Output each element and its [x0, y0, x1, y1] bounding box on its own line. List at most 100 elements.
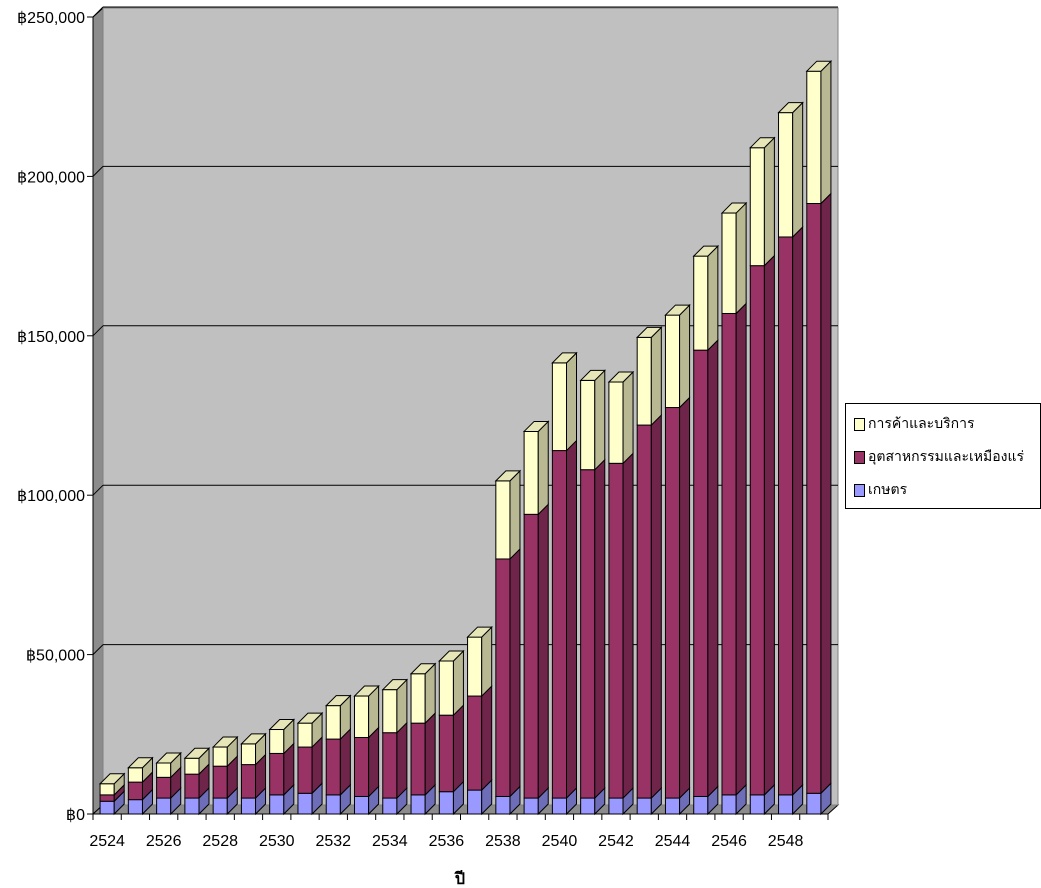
bar-face [212, 797, 228, 815]
bar-segment [99, 790, 125, 816]
bar-face [580, 379, 596, 471]
bar-segment [467, 684, 493, 792]
bar-face [608, 797, 624, 815]
bar-face [749, 147, 765, 267]
bar-face [467, 695, 483, 791]
bar-face [184, 757, 200, 775]
bar-segment [664, 303, 691, 409]
bar-segment [806, 192, 832, 795]
bar-segment [382, 721, 408, 800]
bar-side [622, 370, 634, 465]
bar-side [566, 439, 578, 800]
bar-face [156, 762, 172, 778]
bar-side [735, 302, 747, 797]
bar-face [297, 792, 313, 815]
x-tick-label: 2526 [146, 833, 182, 850]
bar-face [410, 673, 426, 724]
bar-top [353, 685, 380, 697]
bar-top [551, 352, 578, 364]
bar-face [184, 797, 200, 815]
bar-face [749, 794, 765, 815]
bar-top [438, 650, 465, 662]
bar-segment [522, 420, 550, 516]
bar-stack [720, 201, 748, 816]
bar-face [353, 795, 370, 815]
bar-face [721, 794, 737, 815]
bar-stack [579, 369, 606, 816]
legend-item-industry-mining: อุตสาหกรรมและเหมืองแร่ [854, 446, 1024, 468]
bar-side [820, 59, 832, 205]
bar-stack [438, 649, 465, 816]
bar-side [509, 547, 521, 798]
bar-top [183, 747, 211, 759]
legend-item-trade-services: การค้าและบริการ [854, 413, 974, 435]
bar-stack [664, 303, 691, 816]
bar-face [495, 480, 511, 560]
bar-face [212, 765, 228, 799]
x-axis-title: ปี [454, 869, 466, 888]
bar-segment [466, 625, 493, 698]
bar-face [778, 112, 794, 238]
bar-side [339, 727, 351, 797]
y-tick-label: ฿50,000 [26, 648, 85, 665]
bar-face [693, 795, 709, 815]
bar-face [438, 714, 454, 793]
bar-stack [409, 662, 437, 816]
bar-face [608, 462, 624, 799]
bar-segment [579, 369, 606, 471]
bar-face [382, 797, 398, 815]
x-tick-label: 2546 [711, 833, 747, 850]
bar-segment [523, 786, 549, 816]
bar-face [806, 202, 822, 794]
bar-side [481, 625, 493, 698]
bar-segment [636, 413, 662, 800]
bar-side [452, 703, 464, 793]
bar-face [523, 513, 539, 799]
gridline-side [92, 644, 104, 655]
bar-segment [693, 785, 719, 816]
bar-face [156, 776, 172, 799]
legend: การค้าและบริการ อุตสาหกรรมและเหมืองแร่ เ… [845, 403, 1041, 509]
bar-face [438, 791, 454, 815]
x-tick-label: 2524 [89, 833, 125, 850]
x-tick-label: 2544 [655, 833, 691, 850]
bar-segment [720, 201, 748, 315]
bar-segment [608, 786, 634, 816]
y-tick-label: ฿250,000 [17, 10, 85, 27]
bar-segment [551, 351, 578, 452]
bar-segment [495, 547, 521, 798]
bar-top [466, 626, 493, 638]
bar-stack [296, 711, 324, 816]
bar-face [156, 797, 172, 815]
bar-segment [523, 503, 549, 800]
bar-side [650, 326, 662, 427]
bar-top [720, 202, 748, 214]
bar-face [664, 797, 681, 815]
bar-top [494, 470, 522, 482]
bar-face [636, 336, 652, 426]
bar-face [523, 797, 539, 815]
x-tick-label: 2538 [485, 833, 521, 850]
bar-side [679, 303, 691, 409]
bar-face [721, 212, 737, 314]
bar-side [792, 225, 804, 797]
bar-segment [608, 452, 634, 800]
legend-swatch [854, 417, 865, 431]
x-tick-label: 2540 [542, 833, 578, 850]
bar-side [452, 649, 464, 717]
bar-stack [240, 732, 267, 816]
bar-side [368, 726, 380, 798]
bar-face [580, 797, 596, 815]
bar-segment [325, 727, 351, 797]
bar-stack [211, 735, 239, 816]
bar-face [495, 558, 511, 797]
y-tick-label: ฿0 [66, 807, 85, 824]
bar-side [650, 413, 662, 800]
bar-segment [692, 244, 720, 352]
bar-side [707, 244, 719, 352]
bar-face [523, 430, 539, 515]
bar-face [269, 752, 285, 796]
bar-stack [607, 370, 635, 816]
bar-segment [635, 326, 663, 427]
